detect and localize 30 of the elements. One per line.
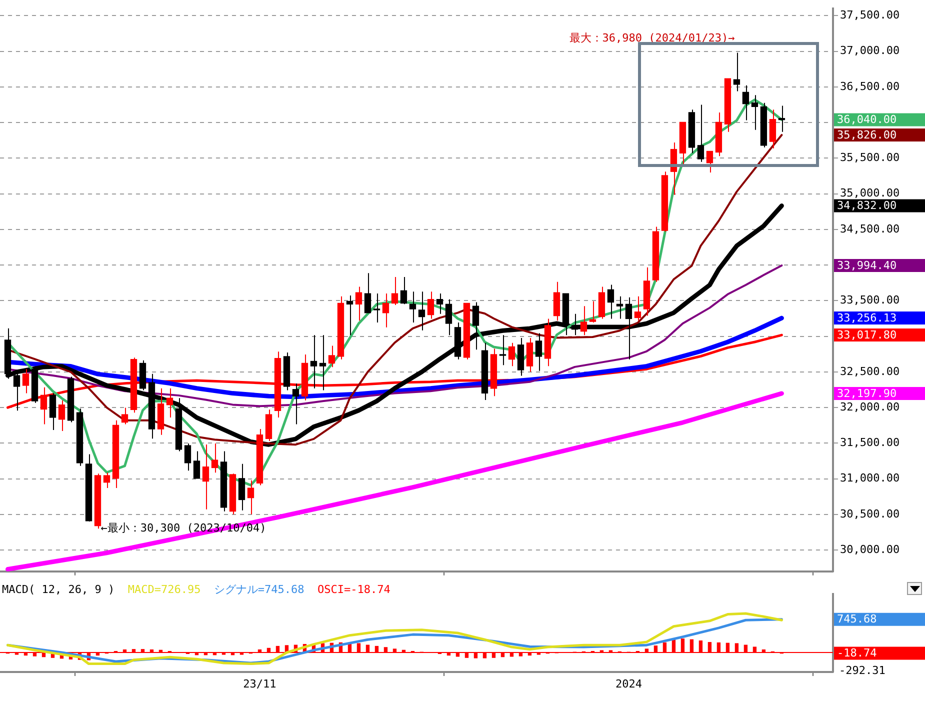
text: 36,040.00 [837,113,897,126]
text: 35,826.00 [837,128,897,142]
text: -292.31 [839,664,886,677]
y-tick-label: 35,000.00 [840,186,900,200]
y-tick-label: 31,500.00 [840,436,900,450]
y-tick-label: 32,000.00 [840,400,900,414]
text: -18.74 [837,646,878,660]
text: 34,832.00 [837,199,897,212]
y-tick-label: 37,000.00 [840,44,900,58]
y-tick-label: 34,500.00 [840,222,900,236]
text: 33,256.13 [837,311,897,324]
y-tick-label: 32,500.00 [840,364,900,378]
y-tick-label: 37,500.00 [840,8,900,22]
text: 33,017.80 [837,328,897,342]
text: MACD=726.95 [126,583,201,596]
text: 33,994.40 [837,258,897,272]
text: 32,197.90 [837,386,897,400]
y-tick-label: 36,500.00 [840,80,900,93]
text: OSCI=-18.74 [316,583,390,596]
text: 745.68 [837,612,877,626]
y-tick-label: 33,500.00 [840,294,900,307]
y-tick-label: 30,000.00 [840,542,900,556]
y-tick-label: 35,500.00 [840,151,900,164]
chart-title: MACD( 12, 26, 9 ) [2,583,115,596]
x-tick-label: 23/11 [243,677,276,690]
annotation: 最大：36,980 (2024/01/23)→ [569,32,736,45]
x-tick-label: 2024 [615,677,642,690]
y-tick-label: 31,000.00 [840,472,900,485]
text: シグナル=745.68 [212,583,304,596]
y-tick-label: 30,500.00 [840,507,900,520]
